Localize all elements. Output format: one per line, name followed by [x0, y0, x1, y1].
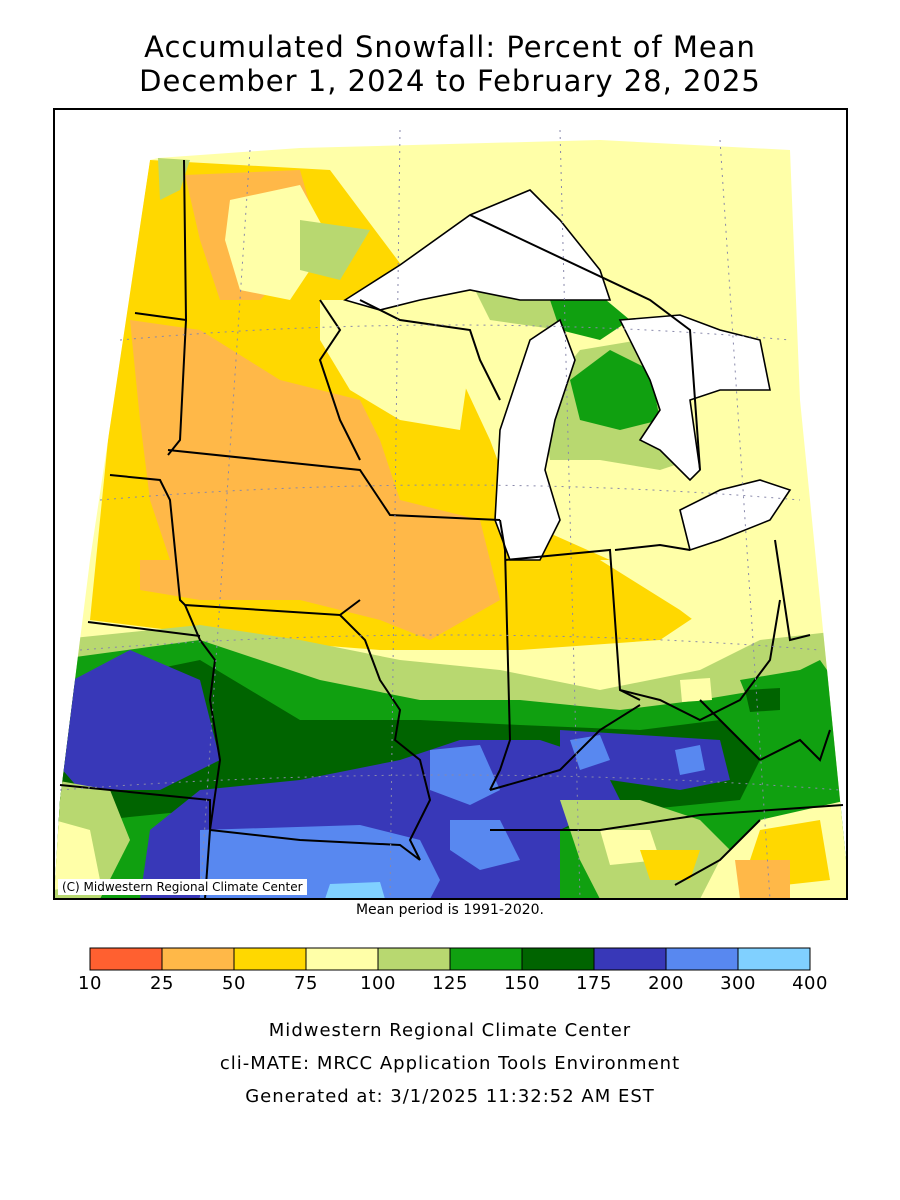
legend-swatch [377, 947, 451, 971]
legend-tick-label: 150 [504, 973, 540, 994]
legend-swatch [449, 947, 523, 971]
state-borders [59, 159, 844, 899]
map-frame [53, 108, 848, 900]
legend-tick-label: 400 [792, 973, 828, 994]
legend-tick-label: 200 [648, 973, 684, 994]
legend-tick-label: 100 [360, 973, 396, 994]
map-credit: (C) Midwestern Regional Climate Center [58, 879, 307, 895]
legend-swatch [737, 947, 811, 971]
legend-swatch [593, 947, 667, 971]
graticule [59, 129, 841, 899]
legend-tick-label: 75 [294, 973, 318, 994]
legend-tick-label: 25 [150, 973, 174, 994]
legend-tick-label: 125 [432, 973, 468, 994]
legend-swatch [89, 947, 163, 971]
legend-tick-label: 50 [222, 973, 246, 994]
legend-swatch [521, 947, 595, 971]
legend-tick-label: 300 [720, 973, 756, 994]
color-legend [89, 947, 811, 971]
map-date-range: December 1, 2024 to February 28, 2025 [139, 64, 761, 98]
legend-swatch [233, 947, 307, 971]
legend-tick-label: 175 [576, 973, 612, 994]
snowfall-percent-map [53, 108, 848, 900]
map-title: Accumulated Snowfall: Percent of Mean [144, 30, 756, 64]
legend-swatch [665, 947, 739, 971]
footer-application: cli-MATE: MRCC Application Tools Environ… [219, 1053, 681, 1074]
mean-period-note: Mean period is 1991-2020. [355, 902, 545, 918]
legend-swatch [161, 947, 235, 971]
legend-tick-label: 10 [78, 973, 102, 994]
footer-generated-time: Generated at: 3/1/2025 11:32:52 AM EST [245, 1086, 655, 1107]
footer-organization: Midwestern Regional Climate Center [268, 1020, 632, 1041]
legend-swatch [305, 947, 379, 971]
